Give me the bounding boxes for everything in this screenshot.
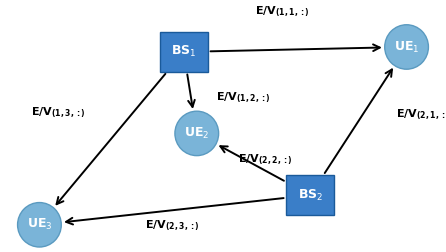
FancyBboxPatch shape — [286, 175, 334, 215]
Text: UE$_2$: UE$_2$ — [184, 126, 210, 141]
Text: UE$_3$: UE$_3$ — [27, 217, 52, 232]
Text: E/V$_{\mathbf{(2,1,:)}}$: E/V$_{\mathbf{(2,1,:)}}$ — [396, 108, 446, 122]
Text: E/V$_{\mathbf{(1,1,:)}}$: E/V$_{\mathbf{(1,1,:)}}$ — [255, 4, 310, 19]
Ellipse shape — [385, 25, 429, 69]
Text: E/V$_{\mathbf{(1,3,:)}}$: E/V$_{\mathbf{(1,3,:)}}$ — [31, 105, 85, 120]
Text: BS$_1$: BS$_1$ — [171, 44, 196, 59]
Ellipse shape — [175, 111, 219, 156]
Text: E/V$_{\mathbf{(2,3,:)}}$: E/V$_{\mathbf{(2,3,:)}}$ — [145, 219, 200, 233]
Text: E/V$_{\mathbf{(2,2,:)}}$: E/V$_{\mathbf{(2,2,:)}}$ — [238, 152, 293, 167]
Ellipse shape — [17, 203, 61, 247]
Text: E/V$_{\mathbf{(1,2,:)}}$: E/V$_{\mathbf{(1,2,:)}}$ — [216, 90, 271, 105]
Text: UE$_1$: UE$_1$ — [394, 39, 419, 54]
FancyBboxPatch shape — [160, 32, 208, 72]
Text: BS$_2$: BS$_2$ — [298, 187, 323, 203]
